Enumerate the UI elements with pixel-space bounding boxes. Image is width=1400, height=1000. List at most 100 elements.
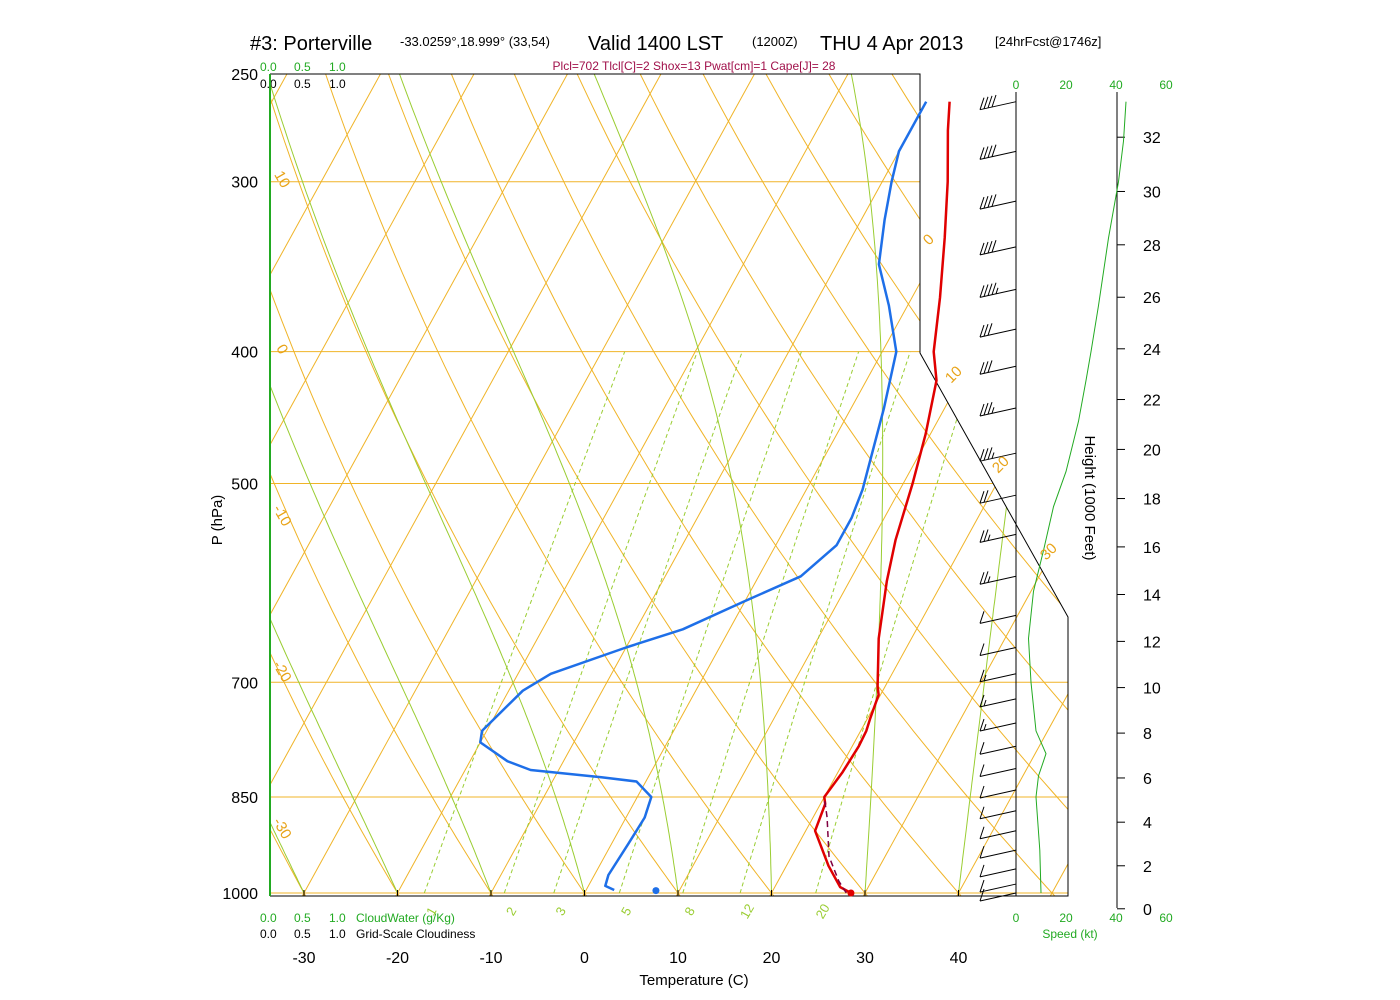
wind-barb xyxy=(979,888,1017,902)
cw-bot-2: 1.0 xyxy=(329,911,346,925)
cloudiness-label: Grid-Scale Cloudiness xyxy=(356,927,475,941)
dry-adiabat-line xyxy=(1188,50,1400,922)
height-tick-label: 0 xyxy=(1143,902,1152,919)
cw-bot-0: 0.0 xyxy=(260,911,277,925)
height-tick-label: 10 xyxy=(1143,681,1161,698)
dry-adiabat-line xyxy=(316,74,795,896)
pressure-tick-label: 700 xyxy=(231,675,258,692)
cc-top-1: 0.5 xyxy=(294,77,311,91)
dry-adiabat-line xyxy=(1063,74,1068,896)
mixing-ratio-line xyxy=(423,351,626,894)
title-forecast: [24hrFcst@1746z] xyxy=(995,34,1101,49)
pressure-tick-label: 250 xyxy=(231,67,258,84)
surface-temperature-marker xyxy=(847,889,855,897)
isotherm-label: 30 xyxy=(1037,540,1061,564)
cw-top-0: 0.0 xyxy=(260,60,277,74)
cw-bot-1: 0.5 xyxy=(294,911,311,925)
dry-adiabat-line xyxy=(270,74,605,896)
wind-barb xyxy=(979,643,1017,657)
wind-barbs xyxy=(979,94,1017,902)
isotherm-line xyxy=(474,74,956,896)
dry-adiabat-line xyxy=(627,74,1068,896)
dry-adiabat-line xyxy=(1250,50,1400,922)
speed-tick-label-top: 0 xyxy=(1013,78,1020,92)
isotherm-line xyxy=(381,74,862,896)
height-tick-label: 20 xyxy=(1143,442,1161,459)
dry-adiabat-line xyxy=(752,74,1068,896)
height-tick-label: 22 xyxy=(1143,393,1161,410)
height-tick-label: 24 xyxy=(1143,342,1161,359)
speed-tick-label-bottom: 0 xyxy=(1013,911,1020,925)
moist-adiabat-line xyxy=(270,74,492,894)
height-tick-label: 16 xyxy=(1143,540,1161,557)
title-station: #3: Porterville xyxy=(250,33,372,55)
mixing-ratio-line xyxy=(815,351,979,894)
pressure-axis: 250 300 400 500 700 850 1000 xyxy=(222,67,258,903)
plot-frame xyxy=(270,73,1069,897)
pressure-tick-label: 300 xyxy=(231,175,258,192)
mixing-ratio-label: 12 xyxy=(737,901,757,921)
wind-barb xyxy=(979,571,1017,585)
wind-barb xyxy=(979,669,1017,683)
height-tick-label: 6 xyxy=(1143,771,1152,788)
mixing-ratio-line xyxy=(682,351,860,894)
wind-speed-line xyxy=(1027,101,1127,894)
dry-adiabat-line xyxy=(379,74,890,896)
isotherm-line xyxy=(270,74,582,896)
wind-barb xyxy=(979,826,1017,840)
speed-tick-label-top: 20 xyxy=(1059,78,1073,92)
mixing-ratio-line xyxy=(739,351,911,894)
isotherm-line xyxy=(0,50,20,922)
x-axis-label: Temperature (C) xyxy=(639,972,748,989)
wind-barb xyxy=(979,806,1017,820)
isotherm-line xyxy=(270,74,395,896)
sounding-series xyxy=(479,101,951,897)
wind-barb xyxy=(979,879,1017,893)
temperature-profile xyxy=(813,101,951,895)
dry-adiabat-line xyxy=(690,74,1068,896)
dry-adiabat-line xyxy=(270,74,511,896)
moist-adiabat-line xyxy=(958,74,1059,894)
dewpoint-profile xyxy=(479,101,928,892)
wind-barb xyxy=(979,144,1017,160)
wind-barb xyxy=(979,845,1017,859)
isotherm-label: 0 xyxy=(272,342,291,358)
y-axis-label: P (hPa) xyxy=(209,495,226,546)
height-tick-label: 26 xyxy=(1143,290,1161,307)
dry-adiabat-line xyxy=(503,74,1068,896)
mixing-ratio-line xyxy=(618,351,802,894)
cc-bot-2: 1.0 xyxy=(329,927,346,941)
surface-dewpoint-marker xyxy=(652,887,660,895)
wind-barb xyxy=(979,194,1017,210)
height-axis-label: Height (1000 Feet) xyxy=(1081,435,1098,560)
speed-tick-label-bottom: 40 xyxy=(1109,911,1123,925)
cc-bot-1: 0.5 xyxy=(294,927,311,941)
isotherm-line xyxy=(848,74,1068,896)
pressure-tick-label: 850 xyxy=(231,790,258,807)
isotherm-line xyxy=(661,74,1068,896)
wind-barb xyxy=(979,742,1017,755)
cc-top-2: 1.0 xyxy=(329,77,346,91)
mixing-ratio-line xyxy=(553,351,743,894)
isotherm-line xyxy=(0,50,113,922)
temperature-tick-label: -10 xyxy=(479,950,502,967)
dry-adiabat-line xyxy=(270,74,700,896)
height-tick-label: 14 xyxy=(1143,588,1161,605)
isotherm-line xyxy=(0,50,207,922)
isotherm-label: -20 xyxy=(269,658,295,685)
wind-barb xyxy=(979,490,1017,504)
stability-indices: Plcl=702 Tlcl[C]=2 Shox=13 Pwat[cm]=1 Ca… xyxy=(553,59,836,73)
temperature-tick-label: -30 xyxy=(292,950,315,967)
moist-adiabat-line xyxy=(270,74,398,894)
temperature-axis: -30 -20 -10 0 10 20 30 40 xyxy=(292,890,968,967)
speed-tick-label-top: 40 xyxy=(1109,78,1123,92)
wind-barb xyxy=(979,529,1017,543)
isotherm-label: -30 xyxy=(269,815,295,842)
mixing-ratio-label: 2 xyxy=(503,904,520,918)
dry-adiabat-line xyxy=(814,74,1068,896)
pressure-tick-label: 1000 xyxy=(222,886,258,903)
mixing-ratio-labels: 1 2 3 5 8 12 20 xyxy=(423,901,833,921)
pressure-tick-label: 500 xyxy=(231,477,258,494)
